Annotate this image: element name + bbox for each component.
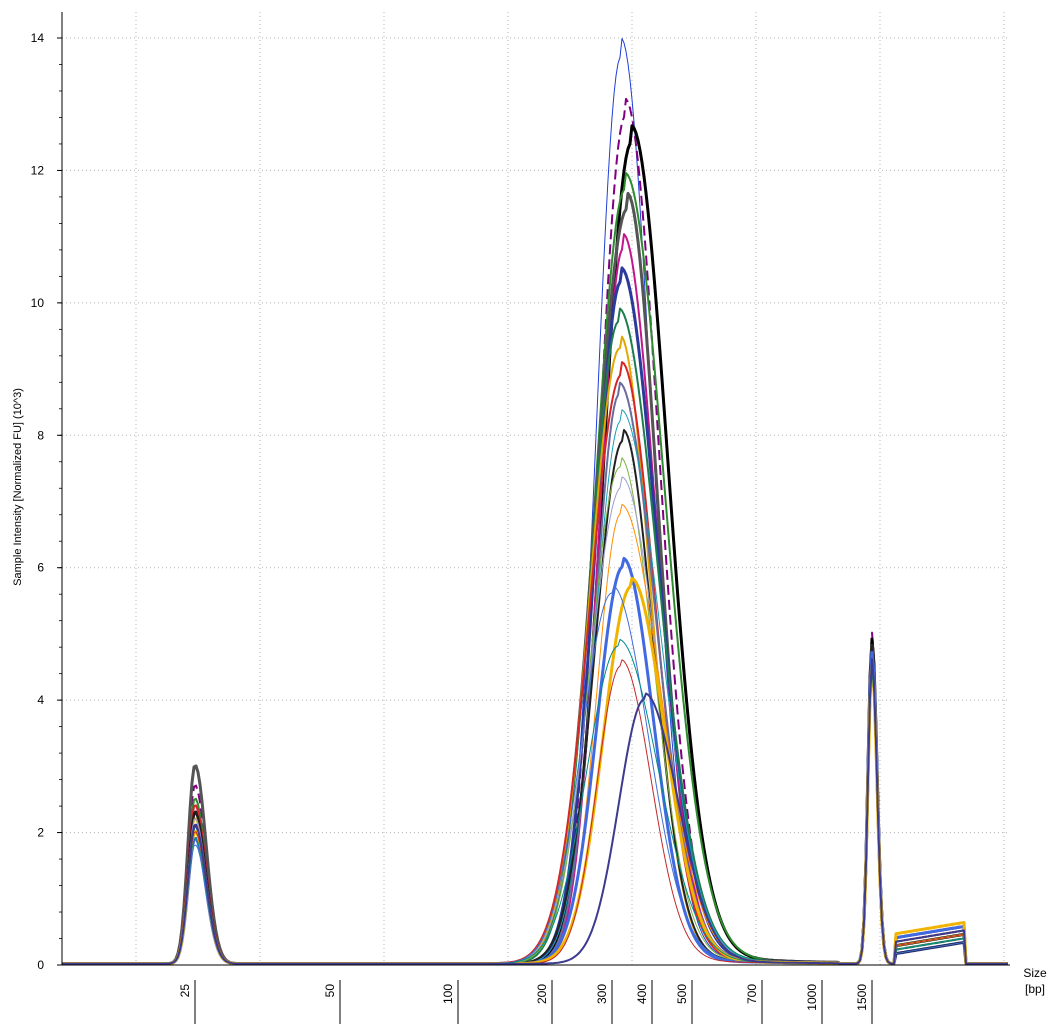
- series-line: [62, 658, 1008, 965]
- x-axis-title-line1: Size: [1023, 966, 1047, 980]
- y-axis-title: Sample Intensity [Normalized FU] (10^3): [12, 388, 24, 586]
- y-tick-label: 12: [31, 163, 45, 177]
- y-tick-label: 8: [37, 428, 44, 442]
- axes-layer: 0 2 4 6 8 10 12 14 25 50 100 200 300 400 500 700 1000 150…: [31, 12, 1010, 1024]
- size-label: 300: [595, 984, 609, 1004]
- size-label: 200: [535, 984, 549, 1004]
- size-label: 500: [675, 984, 689, 1004]
- series-line: [62, 577, 1008, 966]
- series-line: [62, 585, 1008, 965]
- size-label: 25: [178, 984, 192, 998]
- size-label: 1500: [855, 984, 869, 1011]
- size-label: 50: [323, 984, 337, 998]
- y-tick-label: 0: [37, 958, 44, 972]
- y-tick-label: 14: [31, 31, 45, 45]
- size-label: 1000: [805, 984, 819, 1011]
- y-tick-label: 4: [37, 693, 44, 707]
- y-tick-label: 6: [37, 561, 44, 575]
- size-label: 100: [441, 984, 455, 1004]
- size-label: 400: [635, 984, 649, 1004]
- series-layer: [62, 37, 1008, 966]
- size-label: 700: [745, 984, 759, 1004]
- y-tick-label: 2: [37, 826, 44, 840]
- x-axis-title-line2: [bp]: [1025, 982, 1045, 996]
- y-tick-label: 10: [31, 296, 45, 310]
